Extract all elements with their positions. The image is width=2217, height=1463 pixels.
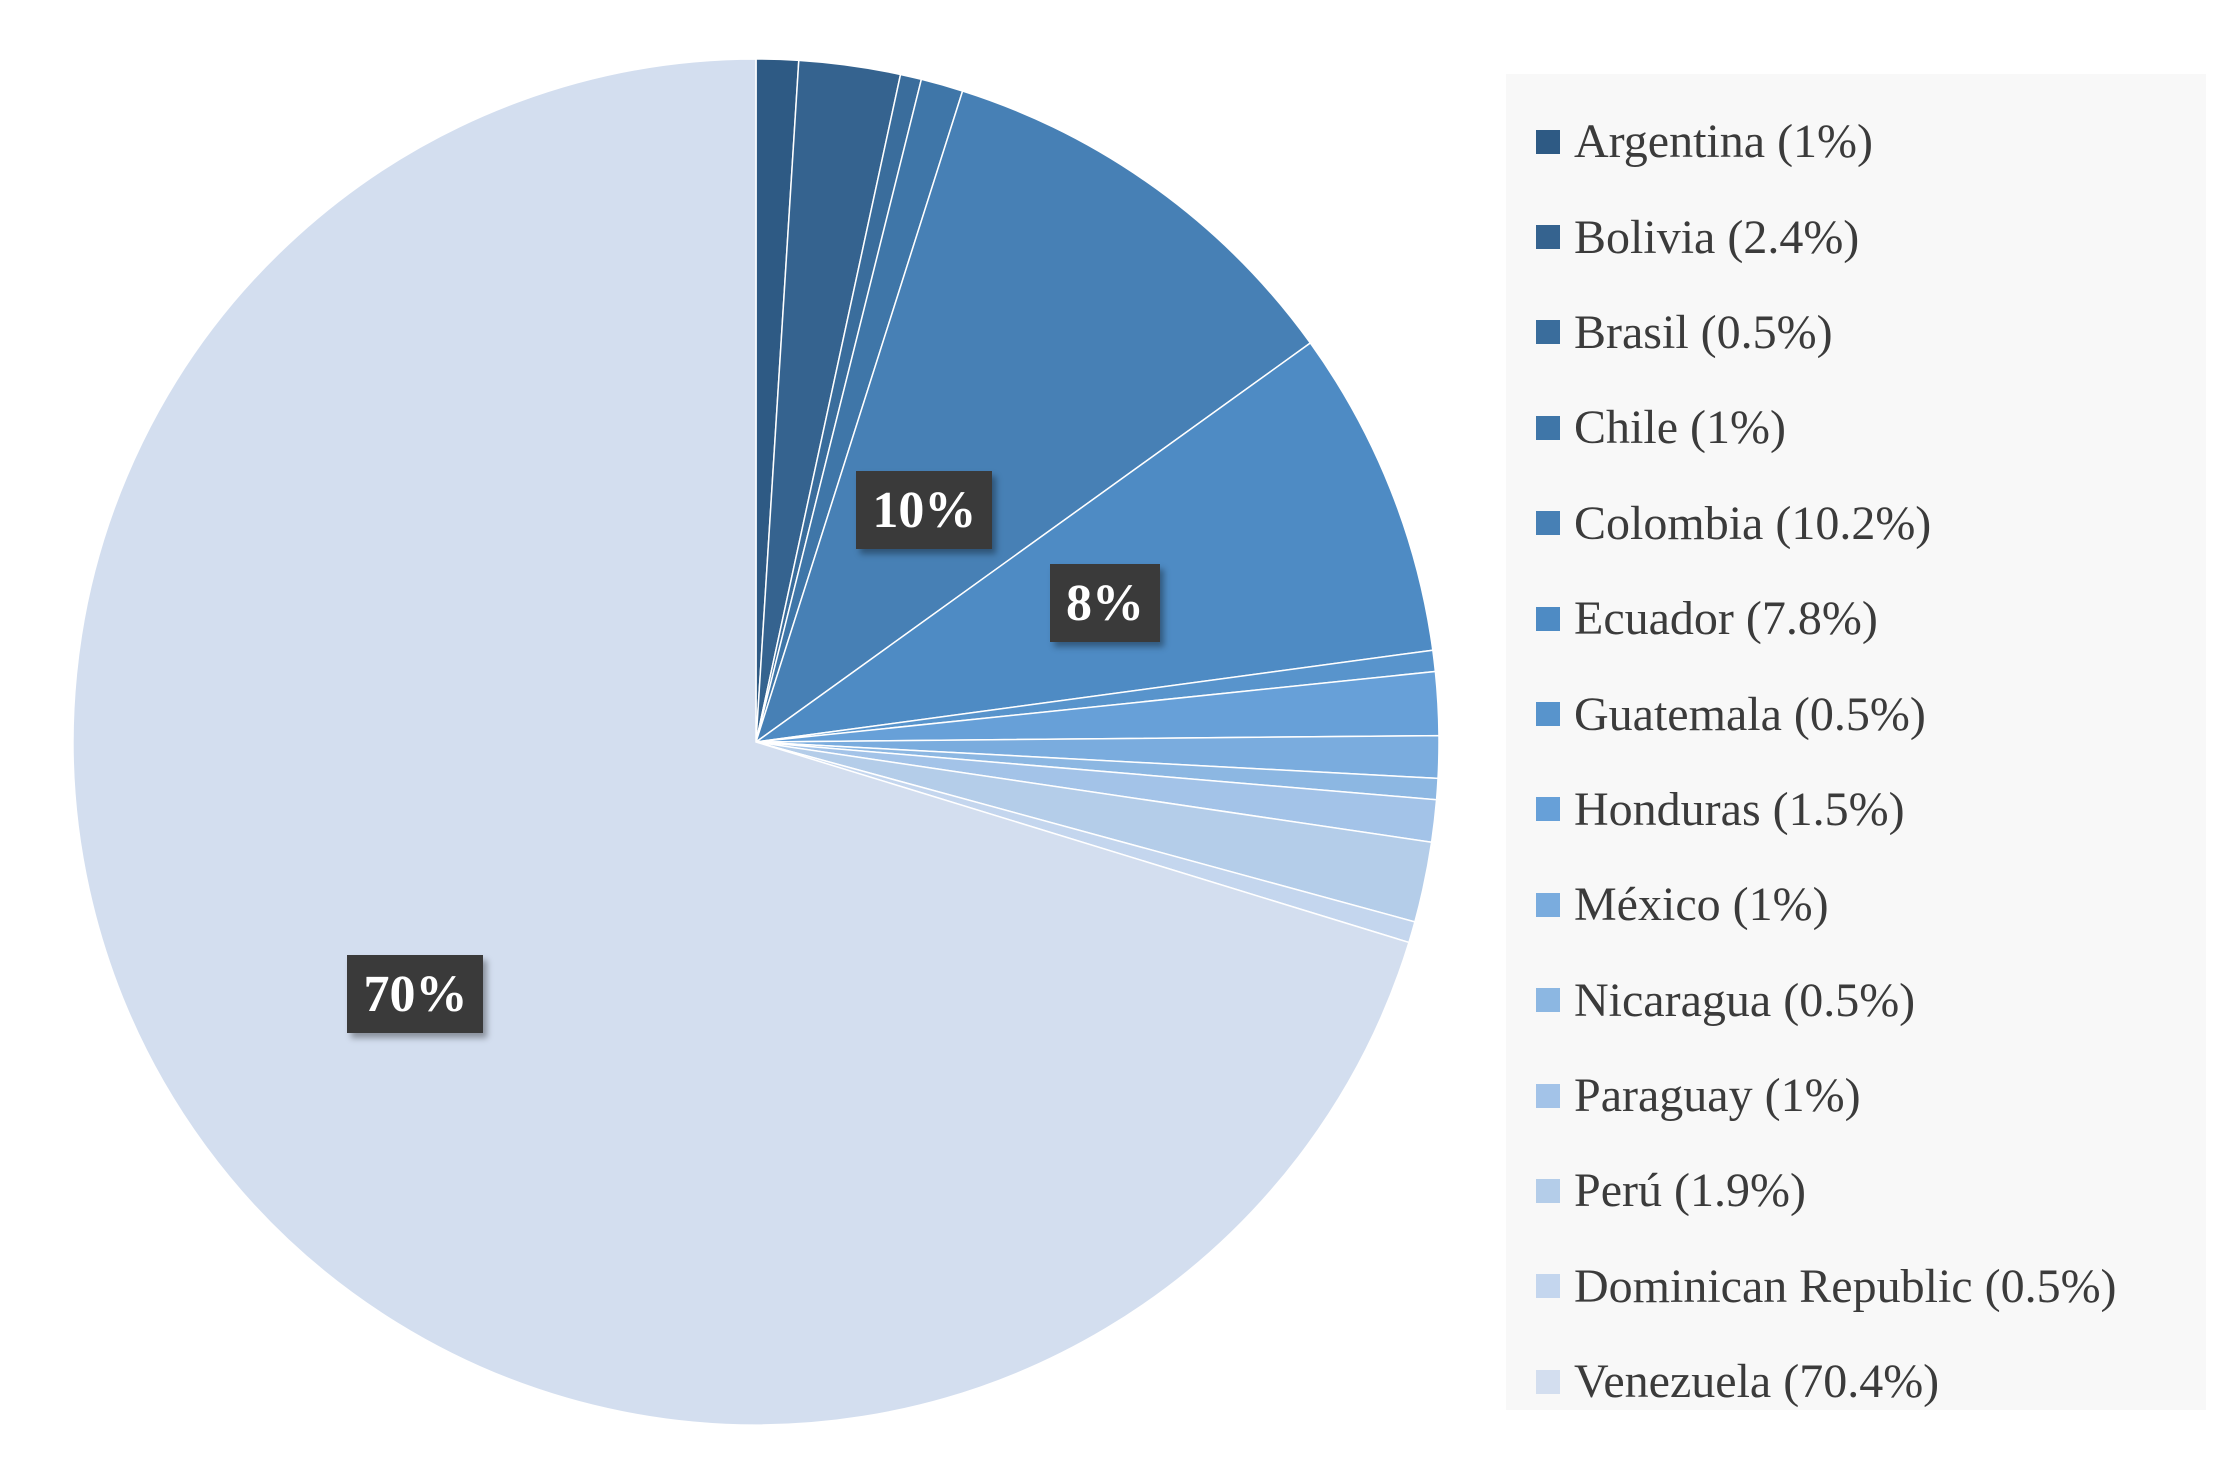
legend-swatch <box>1536 892 1560 917</box>
legend-item-nicaragua: Nicaragua (0.5%) <box>1506 953 2206 1048</box>
legend-swatch <box>1536 988 1560 1013</box>
legend-label: Guatemala (0.5%) <box>1574 687 1926 741</box>
pie-slice-ecuador <box>755 341 1434 743</box>
chart-legend: Argentina (1%) Bolivia (2.4%) Brasil (0.5%… <box>1506 74 2206 1410</box>
legend-swatch <box>1536 225 1560 250</box>
legend-swatch <box>1536 1274 1560 1299</box>
legend-item-argentina: Argentina (1%) <box>1506 94 2206 189</box>
legend-item-bolivia: Bolivia (2.4%) <box>1506 189 2206 284</box>
legend-swatch <box>1536 797 1560 822</box>
legend-swatch <box>1536 1369 1560 1394</box>
legend-label: Brasil (0.5%) <box>1574 305 1833 359</box>
legend-swatch <box>1536 1178 1560 1203</box>
legend-label: Bolivia (2.4%) <box>1574 210 1860 264</box>
legend-label: Dominican Republic (0.5%) <box>1574 1259 2117 1313</box>
legend-item-dominican-republic: Dominican Republic (0.5%) <box>1506 1239 2206 1334</box>
legend-label: Nicaragua (0.5%) <box>1574 973 1916 1027</box>
legend-item-venezuela: Venezuela (70.4%) <box>1506 1334 2206 1429</box>
legend-swatch <box>1536 320 1560 345</box>
legend-item-peru: Perú (1.9%) <box>1506 1143 2206 1238</box>
legend-item-colombia: Colombia (10.2%) <box>1506 476 2206 571</box>
legend-item-chile: Chile (1%) <box>1506 380 2206 475</box>
legend-label: Perú (1.9%) <box>1574 1164 1806 1218</box>
legend-item-guatemala: Guatemala (0.5%) <box>1506 666 2206 761</box>
legend-swatch <box>1536 606 1560 631</box>
legend-label: Paraguay (1%) <box>1574 1069 1861 1123</box>
legend-item-brasil: Brasil (0.5%) <box>1506 285 2206 380</box>
legend-swatch <box>1536 511 1560 536</box>
legend-label: Colombia (10.2%) <box>1574 496 1932 550</box>
legend-swatch <box>1536 415 1560 440</box>
legend-swatch <box>1536 702 1560 727</box>
legend-label: Ecuador (7.8%) <box>1574 592 1878 646</box>
legend-label: Venezuela (70.4%) <box>1574 1355 1940 1409</box>
legend-swatch <box>1536 129 1560 154</box>
legend-label: Argentina (1%) <box>1574 115 1874 169</box>
legend-label: Chile (1%) <box>1574 401 1786 455</box>
legend-item-honduras: Honduras (1.5%) <box>1506 762 2206 857</box>
data-label-ecuador: 8% <box>1049 563 1160 642</box>
legend-label: México (1%) <box>1574 878 1829 932</box>
legend-swatch <box>1536 1083 1560 1108</box>
legend-label: Honduras (1.5%) <box>1574 782 1905 836</box>
pie-slice-colombia <box>754 90 1312 744</box>
legend-item-ecuador: Ecuador (7.8%) <box>1506 571 2206 666</box>
legend-item-mexico: México (1%) <box>1506 857 2206 952</box>
pie-slice-venezuela <box>72 58 1410 1426</box>
data-label-venezuela: 70% <box>347 954 484 1033</box>
legend-item-paraguay: Paraguay (1%) <box>1506 1048 2206 1143</box>
data-label-colombia: 10% <box>856 470 993 549</box>
